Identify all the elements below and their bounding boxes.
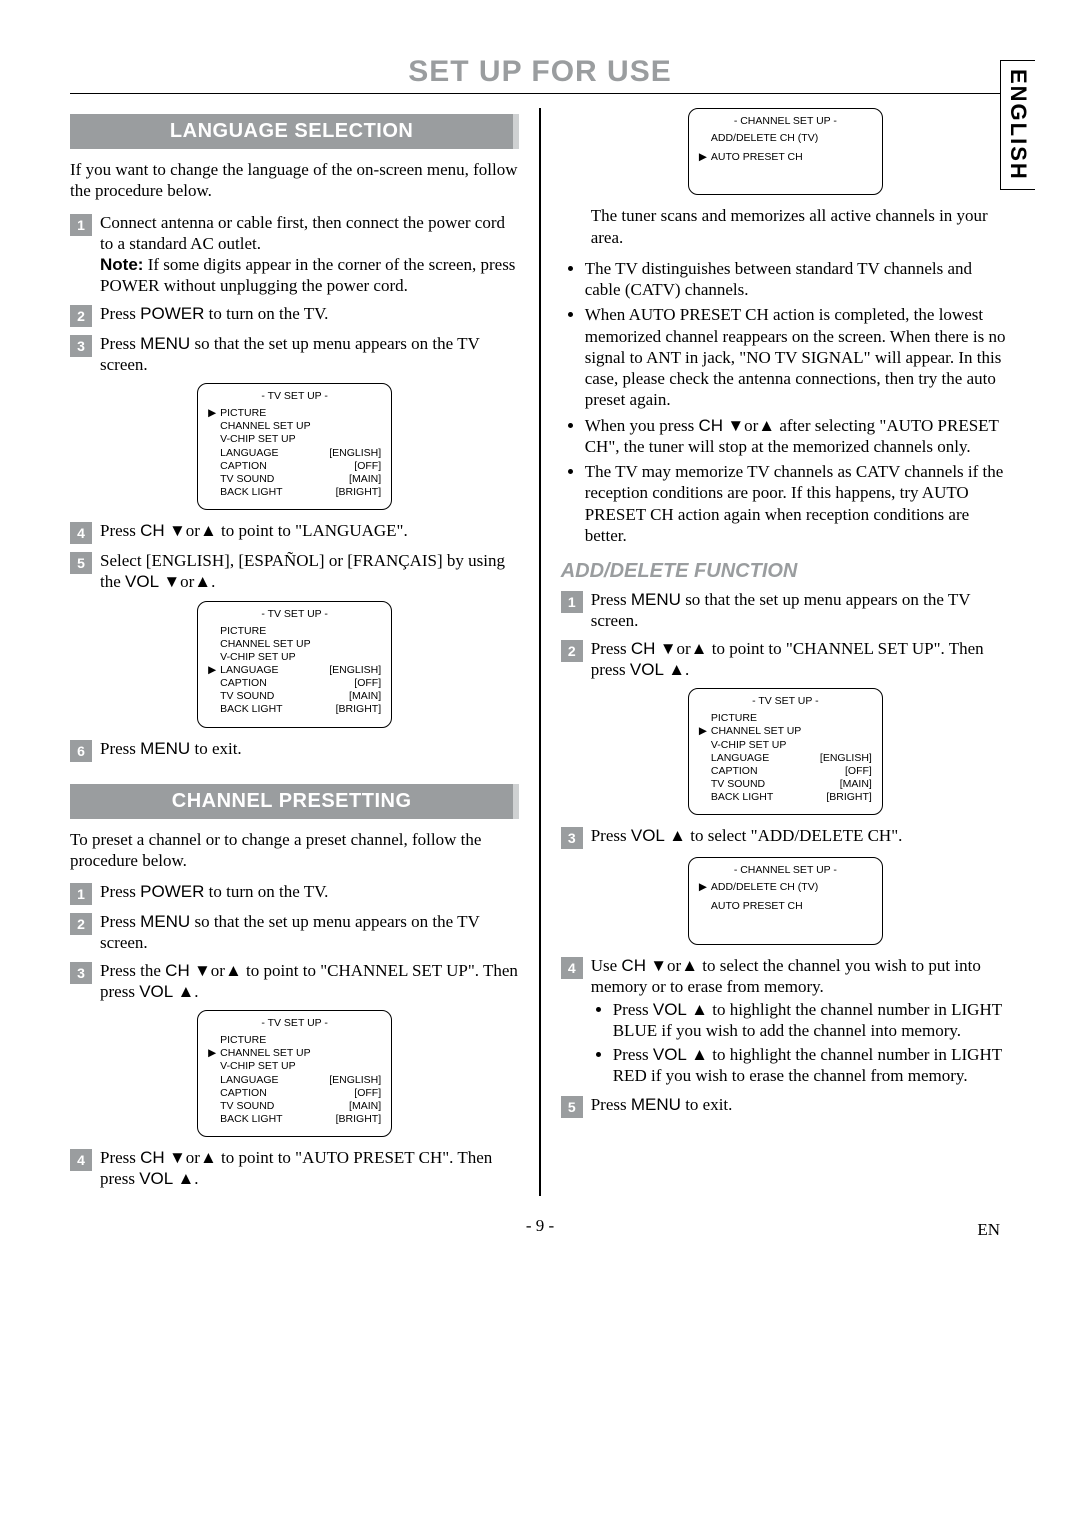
step-number: 5 xyxy=(561,1096,583,1118)
tuner-notes-list: The TV distinguishes between standard TV… xyxy=(561,258,1010,546)
step-number: 1 xyxy=(70,214,92,236)
step-text: Press MENU so that the set up menu appea… xyxy=(591,589,1010,632)
step-number: 3 xyxy=(70,962,92,984)
note-label: Note: xyxy=(100,255,143,274)
osd-title: - TV SET UP - xyxy=(699,695,872,708)
osd-channel-setup: - CHANNEL SET UP - ADD/DELETE CH (TV) ▶A… xyxy=(688,108,883,195)
step-item: 6 Press MENU to exit. xyxy=(70,738,519,762)
section-channel-presetting: CHANNEL PRESETTING xyxy=(70,784,519,819)
step-number: 4 xyxy=(70,1149,92,1171)
step-item: 4 Press CH ▼or▲ to point to "LANGUAGE". xyxy=(70,520,519,544)
step-text: Use CH ▼or▲ to select the channel you wi… xyxy=(591,955,1010,1089)
step-text: Press POWER to turn on the TV. xyxy=(100,881,519,902)
step-item: 5 Press MENU to exit. xyxy=(561,1094,1010,1118)
pointer-icon: ▶ xyxy=(208,664,220,677)
step-text: Press CH ▼or▲ to point to "CHANNEL SET U… xyxy=(591,638,1010,681)
right-column: - CHANNEL SET UP - ADD/DELETE CH (TV) ▶A… xyxy=(561,108,1010,1196)
step-text: Press the CH ▼or▲ to point to "CHANNEL S… xyxy=(100,960,519,1003)
osd-title: - CHANNEL SET UP - xyxy=(699,864,872,877)
step-number: 1 xyxy=(70,883,92,905)
step-number: 2 xyxy=(70,305,92,327)
list-item: Press VOL ▲ to highlight the channel num… xyxy=(613,1044,1010,1087)
step-text: Connect antenna or cable first, then con… xyxy=(100,212,519,297)
osd-title: - CHANNEL SET UP - xyxy=(699,115,872,128)
page-title: SET UP FOR USE xyxy=(70,55,1010,89)
step-item: 2 Press CH ▼or▲ to point to "CHANNEL SET… xyxy=(561,638,1010,681)
step-text: Press VOL ▲ to select "ADD/DELETE CH". xyxy=(591,825,1010,846)
step-number: 3 xyxy=(561,827,583,849)
step-text: Press MENU so that the set up menu appea… xyxy=(100,911,519,954)
step-text: Press POWER to turn on the TV. xyxy=(100,303,519,324)
step-item: 2 Press POWER to turn on the TV. xyxy=(70,303,519,327)
osd-tv-setup: - TV SET UP - PICTURE CHANNEL SET UP V-C… xyxy=(197,601,392,728)
intro-text: If you want to change the language of th… xyxy=(70,159,519,202)
osd-tv-setup: - TV SET UP - ▶PICTURE CHANNEL SET UP V-… xyxy=(197,383,392,510)
step-number: 4 xyxy=(70,522,92,544)
intro-text: To preset a channel or to change a prese… xyxy=(70,829,519,872)
step-number: 4 xyxy=(561,957,583,979)
step-item: 3 Press MENU so that the set up menu app… xyxy=(70,333,519,376)
pointer-icon: ▶ xyxy=(208,1047,220,1060)
step-text: Press CH ▼or▲ to point to "LANGUAGE". xyxy=(100,520,519,541)
step-item: 3 Press VOL ▲ to select "ADD/DELETE CH". xyxy=(561,825,1010,849)
step-item: 3 Press the CH ▼or▲ to point to "CHANNEL… xyxy=(70,960,519,1003)
pointer-icon: ▶ xyxy=(208,407,220,420)
step-item: 1 Connect antenna or cable first, then c… xyxy=(70,212,519,297)
step-number: 6 xyxy=(70,740,92,762)
osd-title: - TV SET UP - xyxy=(208,390,381,403)
step-item: 5 Select [ENGLISH], [ESPAÑOL] or [FRANÇA… xyxy=(70,550,519,593)
osd-tv-setup: - TV SET UP - PICTURE ▶CHANNEL SET UP V-… xyxy=(688,688,883,815)
step-number: 3 xyxy=(70,335,92,357)
column-divider xyxy=(539,108,540,1196)
pointer-icon: ▶ xyxy=(699,725,711,738)
step-number: 1 xyxy=(561,591,583,613)
step-text: Press MENU so that the set up menu appea… xyxy=(100,333,519,376)
osd-title: - TV SET UP - xyxy=(208,1017,381,1030)
step-text: Press CH ▼or▲ to point to "AUTO PRESET C… xyxy=(100,1147,519,1190)
step-text: Select [ENGLISH], [ESPAÑOL] or [FRANÇAIS… xyxy=(100,550,519,593)
pointer-icon: ▶ xyxy=(699,881,711,894)
step-text: Press MENU to exit. xyxy=(591,1094,1010,1115)
step-text: Press MENU to exit. xyxy=(100,738,519,759)
step-item: 1 Press MENU so that the set up menu app… xyxy=(561,589,1010,632)
osd-channel-setup: - CHANNEL SET UP - ▶ADD/DELETE CH (TV) A… xyxy=(688,857,883,944)
osd-title: - TV SET UP - xyxy=(208,608,381,621)
page-number: - 9 - xyxy=(70,1216,1010,1236)
tuner-text: The tuner scans and memorizes all active… xyxy=(561,205,1010,248)
osd-tv-setup: - TV SET UP - PICTURE ▶CHANNEL SET UP V-… xyxy=(197,1010,392,1137)
step-number: 2 xyxy=(70,913,92,935)
step-number: 5 xyxy=(70,552,92,574)
list-item: The TV may memorize TV channels as CATV … xyxy=(585,461,1010,546)
list-item: When you press CH ▼or▲ after selecting "… xyxy=(585,415,1010,458)
list-item: The TV distinguishes between standard TV… xyxy=(585,258,1010,301)
step-number: 2 xyxy=(561,640,583,662)
left-column: LANGUAGE SELECTION If you want to change… xyxy=(70,108,519,1196)
step-item: 1 Press POWER to turn on the TV. xyxy=(70,881,519,905)
step-item: 4 Press CH ▼or▲ to point to "AUTO PRESET… xyxy=(70,1147,519,1190)
step-item: 2 Press MENU so that the set up menu app… xyxy=(70,911,519,954)
list-item: Press VOL ▲ to highlight the channel num… xyxy=(613,999,1010,1042)
subsection-add-delete: ADD/DELETE FUNCTION xyxy=(561,560,1010,583)
step-item: 4 Use CH ▼or▲ to select the channel you … xyxy=(561,955,1010,1089)
list-item: When AUTO PRESET CH action is completed,… xyxy=(585,304,1010,410)
pointer-icon: ▶ xyxy=(699,151,711,164)
title-rule xyxy=(70,93,1010,94)
footer-lang: EN xyxy=(977,1220,1000,1240)
section-language-selection: LANGUAGE SELECTION xyxy=(70,114,519,149)
